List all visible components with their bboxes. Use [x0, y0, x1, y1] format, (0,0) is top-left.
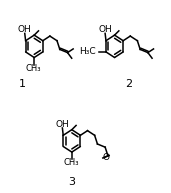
Text: CH₃: CH₃ [26, 64, 41, 73]
Text: 3: 3 [68, 177, 75, 187]
Text: O: O [102, 153, 109, 162]
Text: OH: OH [56, 120, 69, 129]
Text: OH: OH [98, 25, 112, 34]
Text: 1: 1 [19, 79, 26, 89]
Text: 2: 2 [125, 79, 132, 89]
Text: CH₃: CH₃ [63, 158, 79, 167]
Text: H₃C: H₃C [79, 47, 96, 56]
Text: OH: OH [18, 25, 32, 34]
